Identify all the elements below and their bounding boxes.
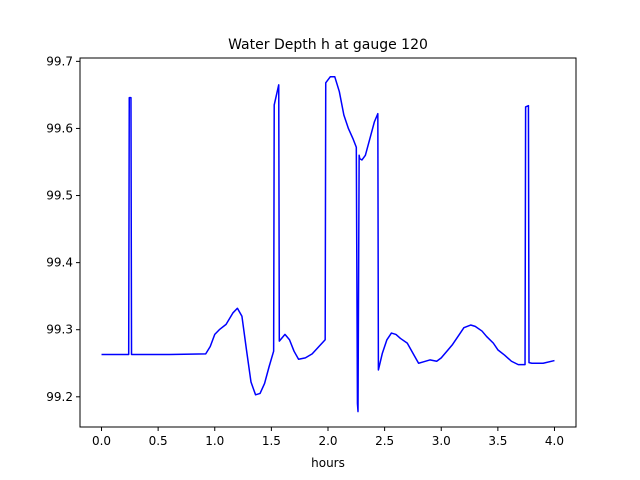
x-tick-label: 2.0 xyxy=(318,434,337,448)
series-line xyxy=(101,76,555,413)
x-axis: 0.0 0.5 1.0 1.5 2.0 2.5 3.0 3.5 4.0 xyxy=(92,427,564,448)
y-tick-label: 99.3 xyxy=(46,323,73,337)
x-tick-label: 4.0 xyxy=(545,434,564,448)
x-tick-label: 3.5 xyxy=(488,434,507,448)
x-tick-label: 1.0 xyxy=(205,434,224,448)
x-tick-label: 2.5 xyxy=(375,434,394,448)
series-layer xyxy=(101,76,555,413)
y-tick-label: 99.4 xyxy=(46,256,73,270)
x-axis-label: hours xyxy=(311,456,345,470)
y-tick-label: 99.6 xyxy=(46,121,73,135)
y-tick-label: 99.7 xyxy=(46,54,73,68)
x-tick-label: 3.0 xyxy=(432,434,451,448)
chart-title: Water Depth h at gauge 120 xyxy=(228,37,428,53)
x-tick-label: 0.0 xyxy=(92,434,111,448)
y-axis: 99.2 99.3 99.4 99.5 99.6 99.7 xyxy=(46,54,80,404)
x-tick-label: 1.5 xyxy=(262,434,281,448)
y-tick-label: 99.2 xyxy=(46,390,73,404)
y-tick-label: 99.5 xyxy=(46,189,73,203)
x-tick-label: 0.5 xyxy=(149,434,168,448)
